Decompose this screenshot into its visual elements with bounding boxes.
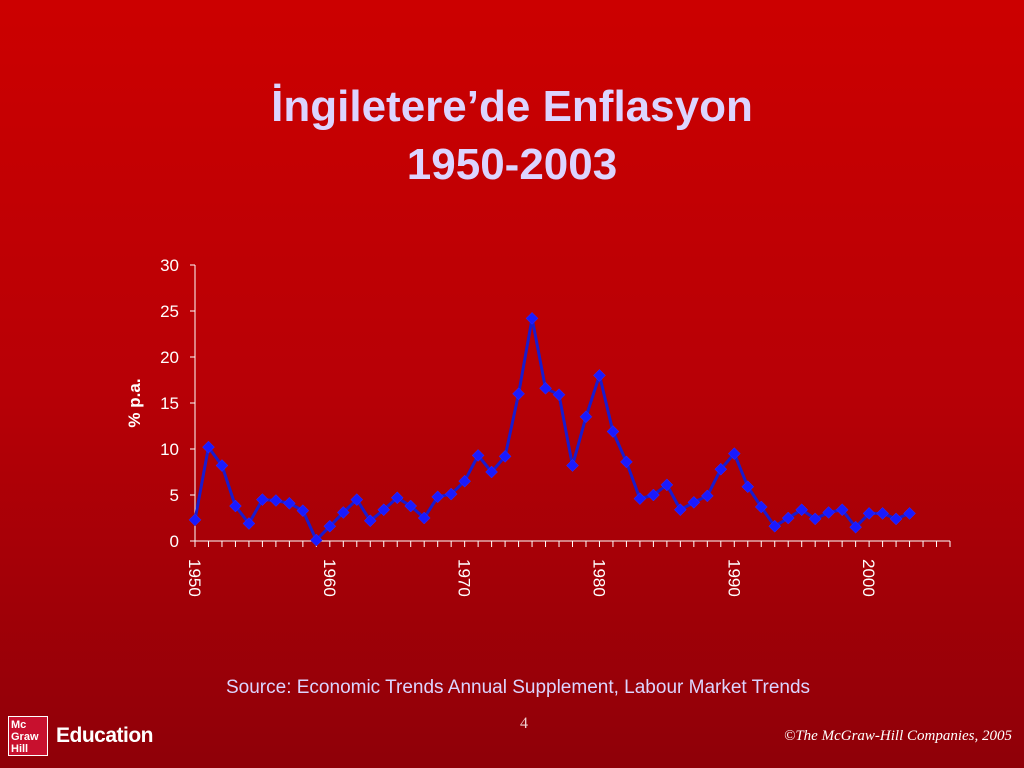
data-point xyxy=(822,506,836,519)
data-point xyxy=(458,474,471,488)
data-point xyxy=(593,369,606,382)
data-point xyxy=(849,520,862,534)
data-point xyxy=(188,513,202,527)
data-point xyxy=(647,488,660,502)
data-point xyxy=(700,489,714,503)
data-point xyxy=(566,459,579,472)
data-point xyxy=(808,512,822,526)
data-point xyxy=(269,494,283,507)
data-point xyxy=(660,478,674,492)
data-point xyxy=(714,462,728,476)
data-point xyxy=(862,507,876,520)
page-number: 4 xyxy=(520,715,528,732)
data-point xyxy=(323,519,337,533)
y-tick-label: 5 xyxy=(170,486,179,505)
copyright-notice: ©The McGraw-Hill Companies, 2005 xyxy=(783,728,1012,744)
data-point xyxy=(754,500,768,514)
data-point xyxy=(525,312,539,325)
data-point xyxy=(876,507,889,520)
data-point xyxy=(283,496,296,510)
y-tick-label: 10 xyxy=(160,440,179,459)
data-point xyxy=(795,503,809,517)
data-point xyxy=(768,519,782,533)
y-tick-label: 0 xyxy=(170,532,179,551)
data-point xyxy=(309,533,323,547)
data-point xyxy=(431,490,445,504)
data-point xyxy=(741,480,755,494)
data-point xyxy=(498,450,512,463)
data-point xyxy=(539,381,552,395)
y-tick-label: 30 xyxy=(160,256,179,275)
data-point xyxy=(296,504,310,517)
mcgraw-hill-logo: Mc Graw Hill Education xyxy=(8,716,154,756)
data-point xyxy=(606,425,620,438)
data-point xyxy=(674,503,687,517)
y-axis-label: % p.a. xyxy=(125,378,144,427)
data-point xyxy=(687,496,701,509)
x-tick-label: 1950 xyxy=(185,559,204,597)
data-point xyxy=(336,506,350,519)
x-tick-label: 1980 xyxy=(589,559,608,597)
logo-wordmark: Education xyxy=(56,724,154,747)
data-point xyxy=(620,455,633,469)
data-point xyxy=(444,487,458,501)
data-point xyxy=(633,492,647,506)
x-tick-label: 2000 xyxy=(859,559,878,597)
data-point xyxy=(781,511,795,525)
data-point xyxy=(256,493,269,506)
data-point xyxy=(363,514,377,528)
data-point xyxy=(202,440,215,454)
data-point xyxy=(229,499,242,513)
data-point xyxy=(485,465,498,479)
source-note: Source: Economic Trends Annual Supplemen… xyxy=(226,677,811,698)
x-tick-label: 1970 xyxy=(455,559,474,597)
data-point xyxy=(417,511,431,525)
slide-title: İngiletere’de Enflasyon 1950-2003 xyxy=(0,78,1024,194)
title-line-2: 1950-2003 xyxy=(406,140,618,189)
y-tick-label: 15 xyxy=(160,394,179,413)
y-tick-label: 20 xyxy=(160,348,179,367)
x-tick-label: 1960 xyxy=(320,559,339,597)
data-point xyxy=(471,449,485,462)
data-point xyxy=(889,512,903,526)
data-point xyxy=(242,517,256,530)
data-point xyxy=(903,507,916,520)
data-point xyxy=(512,387,525,401)
data-point xyxy=(835,503,849,517)
title-line-1: İngiletere’de Enflasyon xyxy=(271,82,753,131)
logo-mark: Mc Graw Hill xyxy=(8,716,48,756)
data-point xyxy=(350,493,364,506)
data-point xyxy=(404,499,418,513)
data-point xyxy=(377,503,391,517)
data-point xyxy=(579,410,593,424)
data-point xyxy=(552,388,566,402)
data-point xyxy=(390,491,404,505)
data-point xyxy=(727,447,741,460)
y-tick-label: 25 xyxy=(160,302,179,321)
x-tick-label: 1990 xyxy=(724,559,743,597)
data-point xyxy=(215,459,229,472)
